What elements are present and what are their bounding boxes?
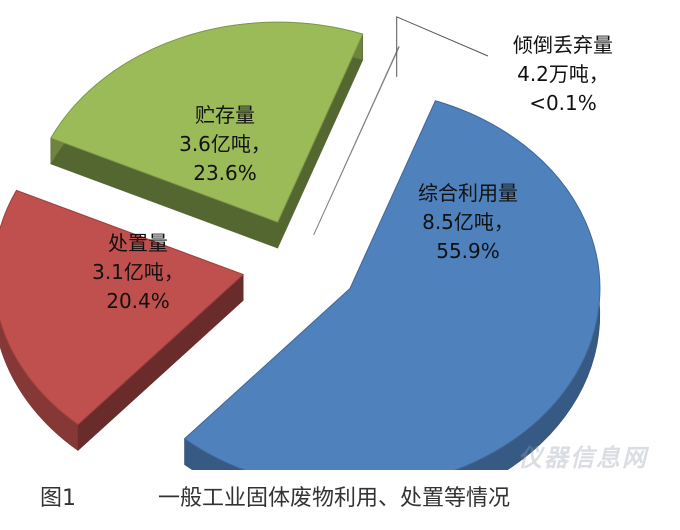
pie-slice-4-top bbox=[313, 46, 400, 236]
slice-amount-label-4: 4.2万吨， bbox=[517, 62, 609, 86]
slice-name-label-2: 处置量 bbox=[108, 231, 168, 255]
pie-slice-4 bbox=[313, 16, 489, 236]
pie-slice-2-top bbox=[0, 189, 245, 426]
pie-slice-3 bbox=[50, 21, 364, 249]
slice-amount-label-1: 8.5亿吨， bbox=[422, 210, 514, 234]
slice-amount-label-2: 3.1亿吨， bbox=[92, 260, 184, 284]
pie-chart: 综合利用量 8.5亿吨， 55.9% 处置量 3.1亿吨， 20.4% 贮存量 3.6亿吨， 2… bbox=[0, 16, 613, 470]
slice-percent-label-1: 55.9% bbox=[436, 239, 500, 263]
slice-name-label-4: 倾倒丢弃量 bbox=[513, 33, 613, 57]
pie-slice-2 bbox=[0, 189, 245, 452]
pie-slice-1 bbox=[183, 100, 601, 470]
slice-percent-label-3: 23.6% bbox=[193, 161, 257, 185]
figure-caption: 图1 一般工业固体废物利用、处置等情况 bbox=[40, 480, 510, 512]
slice-name-label-1: 综合利用量 bbox=[418, 181, 518, 205]
figure-number: 图1 bbox=[40, 486, 76, 511]
leader-line bbox=[396, 16, 489, 77]
figure-title: 一般工业固体废物利用、处置等情况 bbox=[158, 486, 511, 511]
pie-slice-3-top bbox=[50, 21, 364, 223]
watermark-logo: 仪器信息网 bbox=[518, 444, 648, 472]
slice-percent-label-2: 20.4% bbox=[106, 289, 170, 313]
slice-percent-label-4: <0.1% bbox=[529, 91, 597, 115]
slice-amount-label-3: 3.6亿吨， bbox=[179, 132, 271, 156]
slice-name-label-3: 贮存量 bbox=[195, 103, 255, 127]
pie-slice-1-top bbox=[183, 100, 601, 470]
